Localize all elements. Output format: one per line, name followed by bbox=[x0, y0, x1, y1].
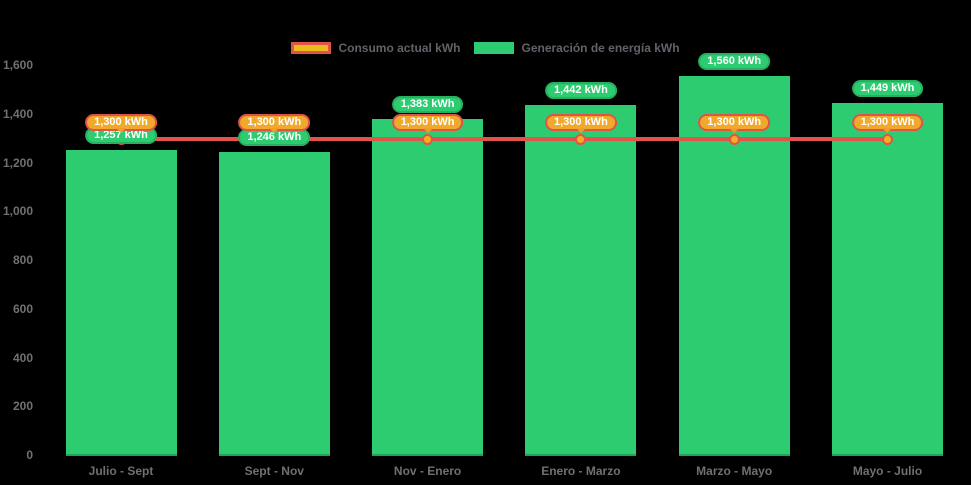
y-axis-tick-label: 0 bbox=[26, 448, 33, 462]
line-value-label: 1,300 kWh bbox=[698, 114, 771, 132]
x-axis-label: Nov - Enero bbox=[393, 464, 462, 478]
consumption-line bbox=[121, 137, 888, 142]
y-axis-tick-label: 1,600 bbox=[2, 58, 33, 72]
bar-value-label: 1,442 kWh bbox=[544, 81, 617, 99]
y-axis-tick-label: 1,400 bbox=[2, 106, 33, 121]
legend-swatch-icon bbox=[291, 42, 332, 54]
chart-legend: Consumo actual kWh Generación de energía … bbox=[0, 41, 971, 55]
y-axis-tick-label: 1,000 bbox=[2, 204, 33, 219]
consumption-point[interactable] bbox=[422, 133, 434, 145]
x-axis-label: Julio - Sept bbox=[88, 464, 154, 478]
x-axis-label: Marzo - Mayo bbox=[696, 464, 773, 478]
x-axis-label: Enero - Marzo bbox=[541, 464, 621, 478]
y-axis-tick-label: 1,200 bbox=[2, 155, 33, 170]
legend-label: Generación de energía kWh bbox=[521, 41, 680, 55]
consumption-point[interactable] bbox=[728, 133, 740, 145]
bar-generacion[interactable] bbox=[218, 152, 330, 456]
bar-generacion[interactable] bbox=[65, 149, 177, 456]
line-value-label: 1,300 kWh bbox=[851, 114, 924, 132]
x-axis-label: Mayo - Julio bbox=[852, 464, 923, 478]
legend-label: Consumo actual kWh bbox=[338, 41, 461, 55]
legend-item-generacion[interactable]: Generación de energía kWh bbox=[474, 41, 680, 55]
y-axis-tick-label: 200 bbox=[12, 399, 33, 414]
bar-generacion[interactable] bbox=[525, 104, 637, 456]
bar-generacion[interactable] bbox=[832, 102, 943, 456]
legend-item-consumo[interactable]: Consumo actual kWh bbox=[291, 41, 460, 55]
line-value-label: 1,300 kWh bbox=[85, 114, 157, 132]
bar-generacion[interactable] bbox=[372, 118, 484, 456]
consumption-point[interactable] bbox=[882, 133, 893, 145]
y-axis-tick-label: 800 bbox=[12, 253, 33, 267]
bar-value-label: 1,383 kWh bbox=[391, 95, 464, 113]
x-axis-label: Sept - Nov bbox=[244, 464, 304, 478]
y-axis-tick-label: 400 bbox=[12, 350, 33, 365]
line-value-label: 1,300 kWh bbox=[391, 114, 464, 132]
legend-swatch-icon bbox=[474, 42, 515, 54]
bar-value-label: 1,449 kWh bbox=[851, 79, 924, 97]
line-value-label: 1,300 kWh bbox=[238, 114, 311, 132]
line-value-label: 1,300 kWh bbox=[544, 114, 617, 132]
bar-value-label: 1,560 kWh bbox=[698, 52, 771, 70]
consumption-point[interactable] bbox=[575, 133, 587, 145]
y-axis-tick-label: 600 bbox=[12, 301, 33, 316]
